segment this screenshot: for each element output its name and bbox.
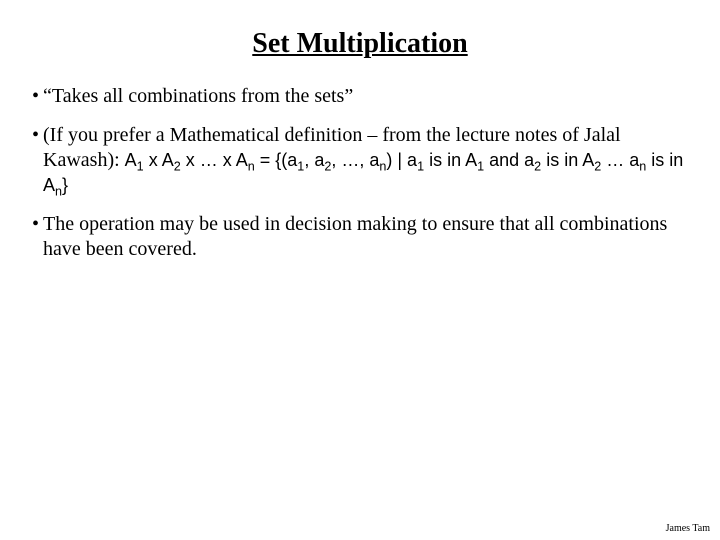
math-part: } — [62, 175, 68, 195]
bullet-item: • “Takes all combinations from the sets” — [32, 84, 688, 109]
math-part: and a — [484, 150, 534, 170]
math-part: , …, a — [331, 150, 379, 170]
math-expression: A1 x A2 x … x An = {(a1, a2, …, an) | a1… — [43, 150, 683, 195]
math-part: A — [125, 150, 137, 170]
footer-author: James Tam — [666, 523, 710, 534]
bullet-list: • “Takes all combinations from the sets”… — [32, 84, 688, 262]
bullet-text: The operation may be used in decision ma… — [43, 212, 688, 262]
bullet-marker: • — [32, 84, 43, 109]
math-part: x A — [144, 150, 174, 170]
math-part: is in A — [424, 150, 477, 170]
slide-title: Set Multiplication — [32, 28, 688, 60]
bullet-item: • (If you prefer a Mathematical definiti… — [32, 123, 688, 198]
math-part: x … x A — [181, 150, 248, 170]
bullet-text: “Takes all combinations from the sets” — [43, 84, 688, 109]
math-part: … a — [601, 150, 639, 170]
math-part: , a — [304, 150, 324, 170]
math-part: = {(a — [255, 150, 298, 170]
bullet-marker: • — [32, 212, 43, 262]
bullet-item: • The operation may be used in decision … — [32, 212, 688, 262]
math-part: ) | a — [386, 150, 417, 170]
subscript-n: n — [55, 185, 62, 199]
subscript-2: 2 — [174, 160, 181, 174]
bullet-marker: • — [32, 123, 43, 198]
bullet-text: (If you prefer a Mathematical definition… — [43, 123, 688, 198]
math-part: is in A — [541, 150, 594, 170]
slide: Set Multiplication • “Takes all combinat… — [0, 0, 720, 540]
subscript-1: 1 — [137, 160, 144, 174]
subscript-n: n — [248, 160, 255, 174]
